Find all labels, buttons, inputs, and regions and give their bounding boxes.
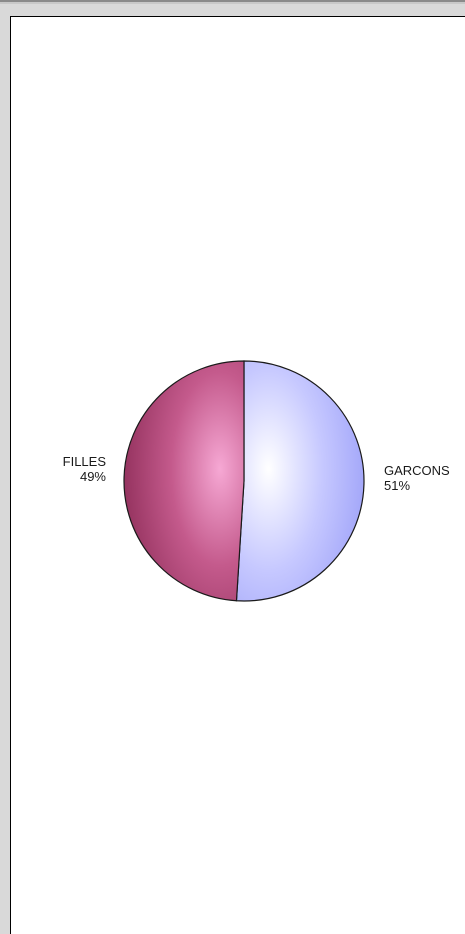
window-top-border bbox=[0, 0, 465, 2]
pie-slice-garcons bbox=[235, 360, 365, 602]
slice-label-garcons: GARCONS bbox=[384, 463, 450, 478]
pie-slice-filles bbox=[123, 360, 245, 602]
window-top-border-inner bbox=[0, 2, 465, 4]
slice-percent-garcons: 51% bbox=[384, 478, 410, 493]
pie-slices bbox=[123, 360, 365, 602]
slice-percent-filles: 49% bbox=[80, 469, 106, 484]
slice-label-filles: FILLES bbox=[63, 454, 107, 469]
